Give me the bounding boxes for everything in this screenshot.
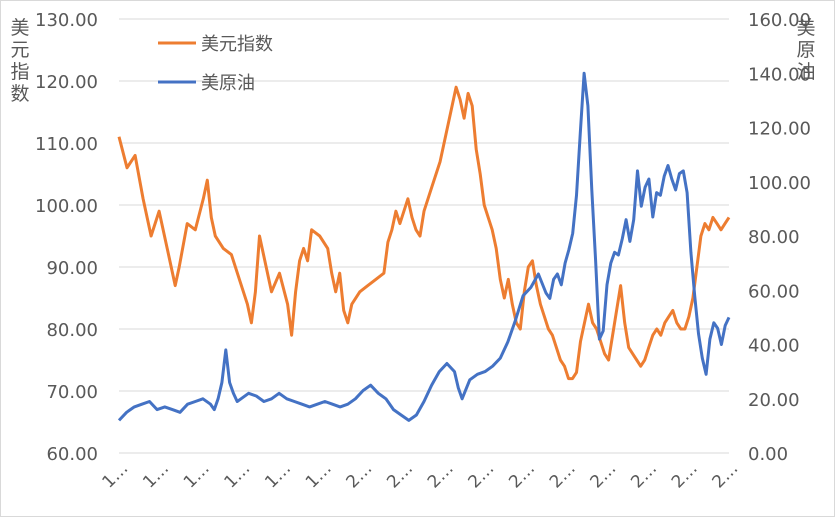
x-tick-label: 1… bbox=[99, 459, 133, 493]
series-lines bbox=[117, 71, 731, 422]
right-axis-title-char: 美 bbox=[796, 17, 815, 39]
left-axis-ticks: 60.00 70.00 80.00 90.00 100.00 110.00 120.00 13… bbox=[35, 10, 98, 465]
x-tick-label: 2… bbox=[383, 459, 417, 493]
left-tick-label: 80.00 bbox=[46, 320, 98, 341]
x-tick-label: 1… bbox=[180, 459, 214, 493]
x-tick-label: 2… bbox=[343, 459, 377, 493]
x-tick-label: 1… bbox=[139, 459, 173, 493]
right-tick-label: 20.00 bbox=[748, 390, 800, 411]
x-tick-label: 2… bbox=[424, 459, 458, 493]
left-axis-title-char: 美 bbox=[10, 17, 29, 39]
x-tick-label: 2… bbox=[668, 459, 702, 493]
left-tick-label: 60.00 bbox=[46, 444, 98, 465]
right-tick-label: 60.00 bbox=[748, 281, 800, 302]
right-axis-title-char: 原 bbox=[796, 39, 815, 61]
x-tick-label: 1… bbox=[302, 459, 336, 493]
legend-label: 美原油 bbox=[201, 73, 255, 94]
left-axis-title-char: 元 bbox=[10, 39, 29, 61]
x-tick-label: 2… bbox=[587, 459, 621, 493]
series-line bbox=[117, 71, 731, 422]
right-axis-title-char: 油 bbox=[796, 61, 815, 83]
left-tick-label: 120.00 bbox=[35, 72, 98, 93]
x-tick-label: 1… bbox=[261, 459, 295, 493]
x-tick-label: 2… bbox=[465, 459, 499, 493]
left-tick-label: 70.00 bbox=[46, 382, 98, 403]
left-axis-title-char: 数 bbox=[10, 83, 29, 105]
series-line bbox=[117, 85, 731, 381]
right-tick-label: 120.00 bbox=[748, 119, 811, 140]
x-tick-label: 2… bbox=[546, 459, 580, 493]
right-tick-label: 0.00 bbox=[748, 444, 788, 465]
right-axis-ticks: 0.00 20.00 40.00 60.00 80.00 100.00 120.00 140.… bbox=[748, 10, 811, 465]
right-tick-label: 80.00 bbox=[748, 227, 800, 248]
left-tick-label: 130.00 bbox=[35, 10, 98, 31]
x-tick-label: 2… bbox=[505, 459, 539, 493]
right-tick-label: 140.00 bbox=[748, 64, 811, 85]
legend-label: 美元指数 bbox=[201, 34, 273, 55]
x-tick-label: 1… bbox=[221, 459, 255, 493]
x-tick-label: 2… bbox=[709, 459, 743, 493]
left-tick-label: 90.00 bbox=[46, 258, 98, 279]
right-tick-label: 100.00 bbox=[748, 173, 811, 194]
right-axis-title: 美原油 bbox=[796, 17, 815, 83]
right-tick-label: 40.00 bbox=[748, 336, 800, 357]
right-tick-label: 160.00 bbox=[748, 10, 811, 31]
x-tick-label: 2… bbox=[627, 459, 661, 493]
left-tick-label: 100.00 bbox=[35, 196, 98, 217]
left-tick-label: 110.00 bbox=[35, 134, 98, 155]
left-axis-title: 美元指数 bbox=[10, 17, 29, 105]
left-axis-title-char: 指 bbox=[10, 61, 29, 83]
x-axis-ticks: 1… 1… 1… 1… 1… 1… 2… 2… 2… 2… 2… 2… 2… 2… 2… 2… bbox=[99, 459, 743, 493]
